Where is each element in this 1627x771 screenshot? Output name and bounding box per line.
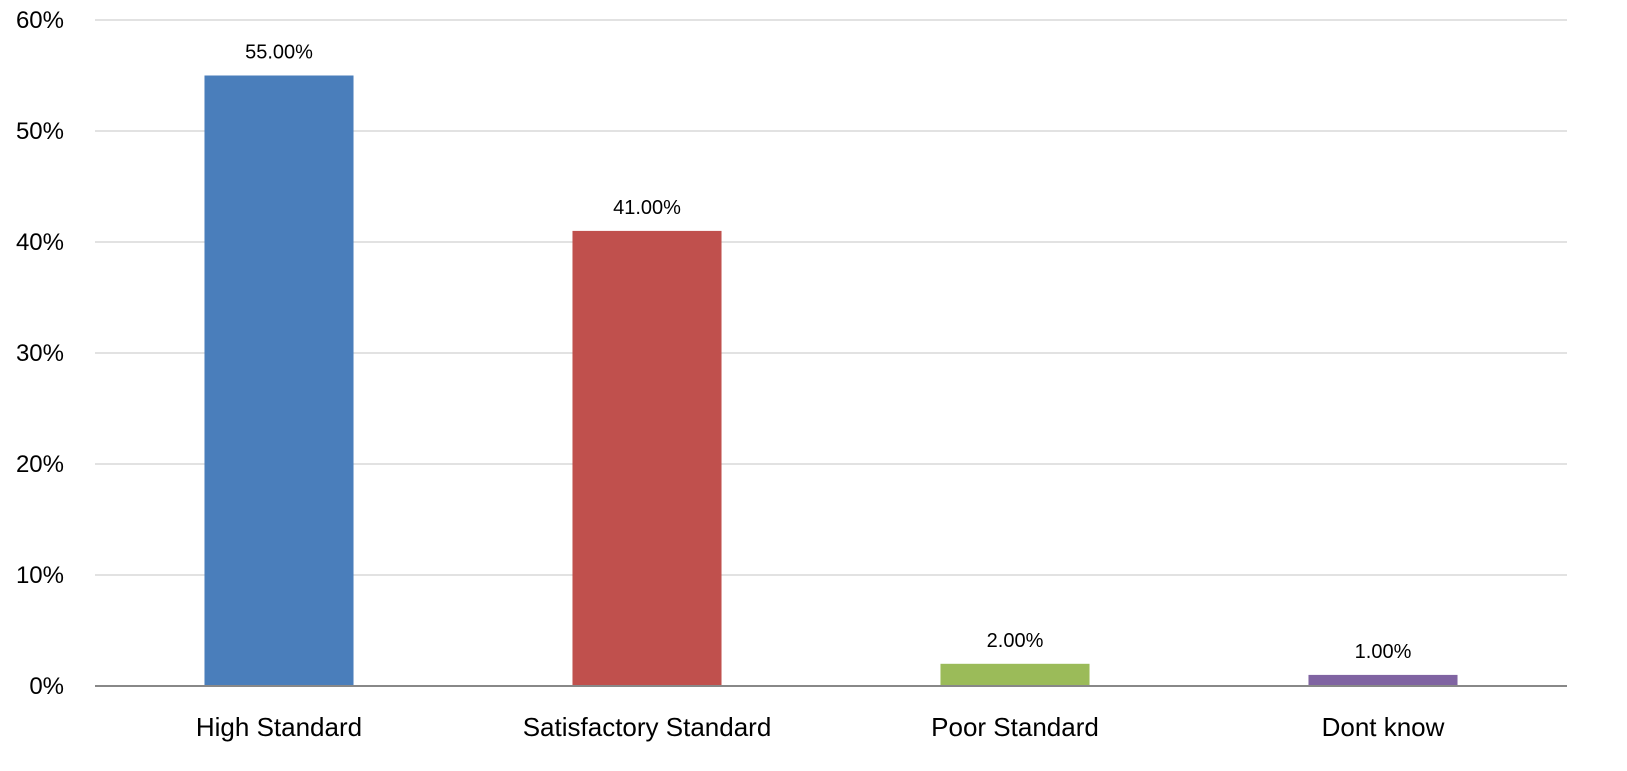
x-category-label: High Standard bbox=[196, 712, 362, 742]
data-label: 41.00% bbox=[613, 197, 681, 219]
data-label: 1.00% bbox=[1355, 641, 1412, 663]
x-axis-categories: High Standard Satisfactory Standard Poor S… bbox=[196, 712, 1445, 742]
data-label: 2.00% bbox=[987, 630, 1044, 652]
x-category-label: Dont know bbox=[1322, 712, 1445, 742]
data-label: 55.00% bbox=[245, 42, 313, 64]
bar-dont-know bbox=[1308, 674, 1458, 686]
y-axis-ticks: 0% 10% 20% 30% 40% 50% 60% bbox=[16, 7, 64, 700]
y-tick-label: 40% bbox=[16, 229, 64, 256]
y-tick-label: 10% bbox=[16, 562, 64, 589]
y-tick-label: 0% bbox=[29, 673, 64, 700]
y-tick-label: 60% bbox=[16, 7, 64, 34]
data-labels: 55.00% 41.00% 2.00% 1.00% bbox=[245, 42, 1411, 663]
y-tick-label: 20% bbox=[16, 451, 64, 478]
x-category-label: Satisfactory Standard bbox=[523, 712, 772, 742]
x-category-label: Poor Standard bbox=[931, 712, 1099, 742]
bar-high-standard bbox=[204, 75, 354, 686]
y-tick-label: 50% bbox=[16, 118, 64, 145]
bar-satisfactory-standard bbox=[572, 230, 722, 686]
bar-poor-standard bbox=[940, 663, 1090, 686]
y-tick-label: 30% bbox=[16, 340, 64, 367]
bars bbox=[204, 75, 1458, 686]
